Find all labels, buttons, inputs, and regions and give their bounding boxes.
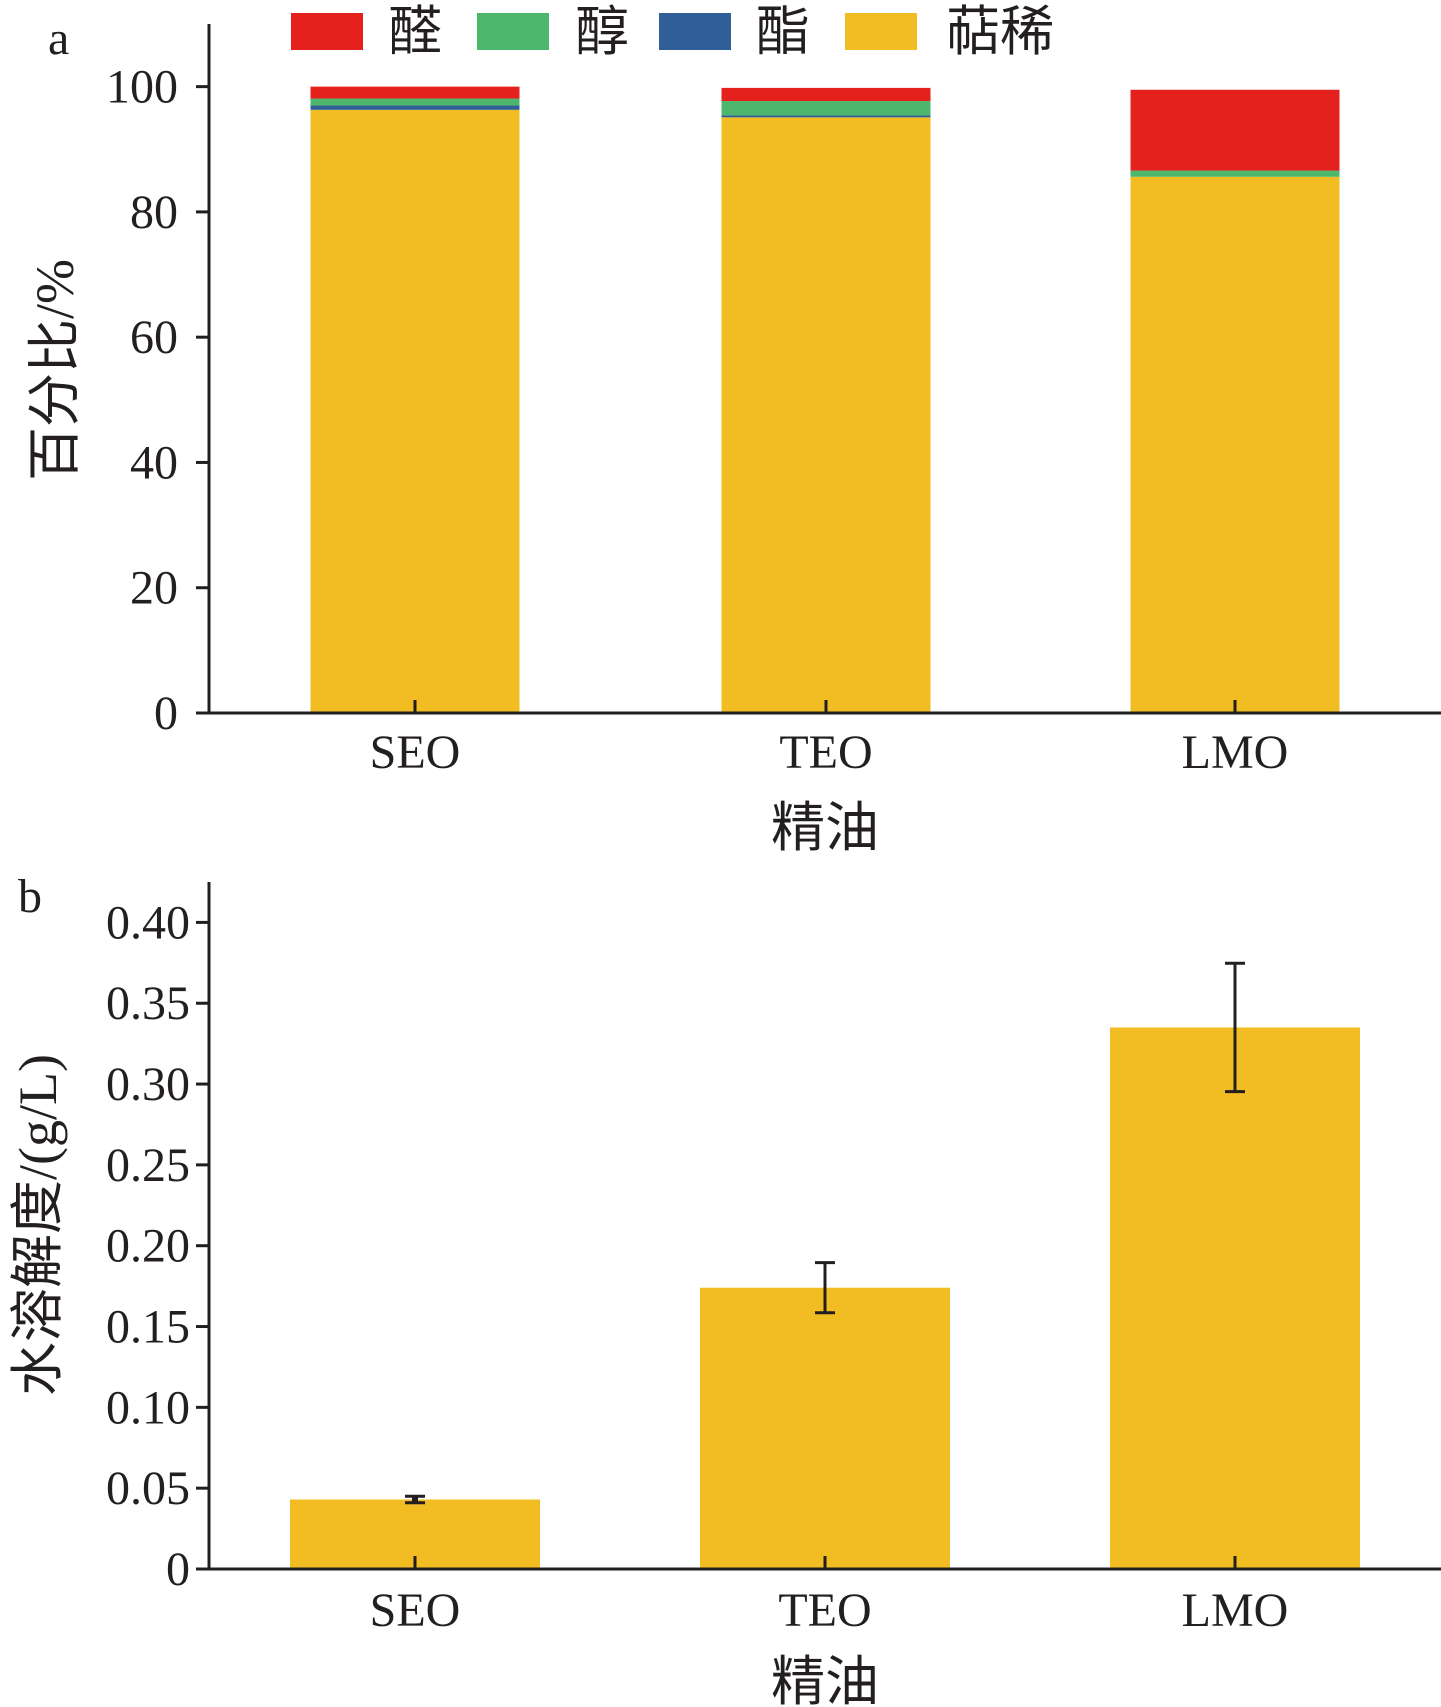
bar-segment-seo-2 — [310, 98, 520, 106]
legend-swatch-0 — [291, 13, 363, 50]
legend-swatch-3 — [845, 13, 917, 50]
bar-segment-teo-0 — [721, 117, 931, 713]
x-tick-label-seo: SEO — [370, 726, 461, 779]
panel-a-stacked-composition-chart: 0 20 40 60 80 100 SEO TEO LMO 精油 百分比/% a 醛 醇 酯 萜稀 — [25, 2, 1441, 858]
y-axis-title: 百分比/% — [25, 259, 85, 481]
x-tick-label-lmo: LMO — [1182, 1584, 1289, 1637]
y-tick-label: 0 — [166, 1543, 190, 1596]
bar-teo — [700, 1287, 950, 1569]
x-tick-label-teo: TEO — [779, 726, 872, 779]
y-tick-label: 0.25 — [106, 1139, 190, 1192]
x-tick-label-teo: TEO — [778, 1584, 871, 1637]
x-tick-label-seo: SEO — [370, 1584, 461, 1637]
bar-segment-seo-3 — [310, 86, 520, 99]
panel-label-b: b — [18, 870, 42, 923]
bar-segment-lmo-0 — [1130, 176, 1340, 713]
y-tick-label: 0.30 — [106, 1058, 190, 1111]
y-tick-label: 60 — [130, 311, 178, 364]
y-tick-label: 0.20 — [106, 1220, 190, 1273]
y-tick-label: 40 — [130, 436, 178, 489]
y-tick-label: 0.10 — [106, 1381, 190, 1434]
legend-label-3: 萜稀 — [946, 2, 1054, 62]
bar-segment-teo-3 — [721, 87, 931, 102]
legend-label-0: 醛 — [388, 2, 442, 62]
bar-segment-teo-2 — [721, 101, 931, 116]
bar-lmo — [1110, 1027, 1360, 1569]
y-tick-label: 20 — [130, 562, 178, 615]
bar-segment-lmo-2 — [1130, 170, 1340, 177]
y-tick-label: 0.15 — [106, 1301, 190, 1354]
bar-segment-teo-1 — [721, 115, 931, 118]
y-tick-label: 100 — [106, 61, 178, 114]
bar-segment-seo-1 — [310, 105, 520, 110]
y-axis-title: 水溶解度/(g/L) — [8, 1054, 68, 1396]
bar-segment-lmo-3 — [1130, 89, 1340, 171]
y-tick-label: 80 — [130, 186, 178, 239]
x-axis-title: 精油 — [771, 798, 879, 858]
y-tick-label: 0 — [154, 687, 178, 740]
panel-label-a: a — [48, 12, 69, 65]
legend-swatch-2 — [659, 13, 731, 50]
panel-b-solubility-chart: 0 0.05 0.10 0.15 0.20 0.25 0.30 0.35 0.40 SEO TEO L… — [8, 870, 1441, 1707]
x-tick-label-lmo: LMO — [1182, 726, 1289, 779]
x-axis-title: 精油 — [771, 1652, 879, 1707]
legend-swatch-1 — [477, 13, 549, 50]
legend-label-2: 酯 — [756, 2, 810, 62]
legend-label-1: 醇 — [575, 2, 629, 62]
y-tick-label: 0.35 — [106, 977, 190, 1030]
y-tick-label: 0.40 — [106, 896, 190, 949]
y-tick-label: 0.05 — [106, 1462, 190, 1515]
bar-segment-seo-0 — [310, 109, 520, 713]
